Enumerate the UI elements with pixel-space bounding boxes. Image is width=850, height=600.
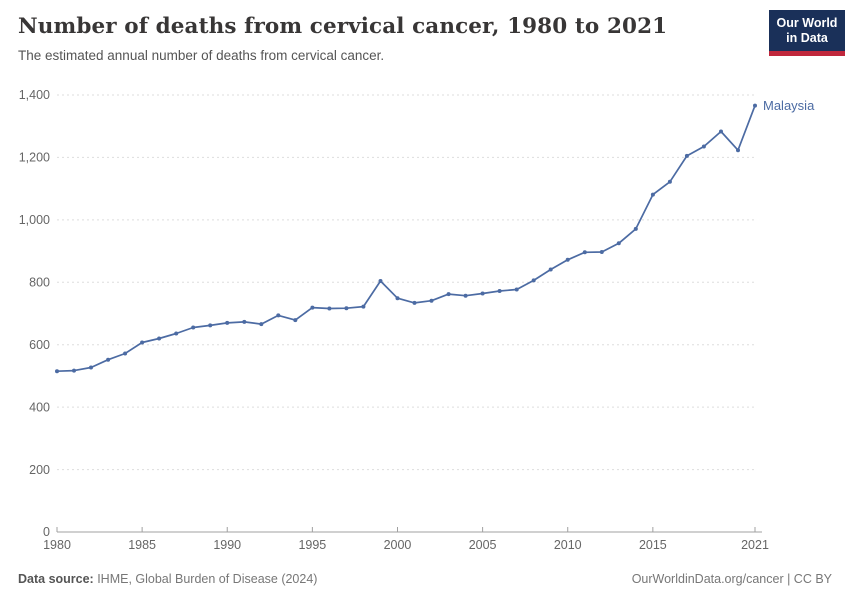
y-tick-label: 1,400 [19, 88, 50, 102]
page-subtitle: The estimated annual number of deaths fr… [18, 47, 385, 63]
data-point[interactable] [429, 298, 434, 303]
data-point[interactable] [259, 322, 264, 327]
x-tick-label: 1980 [43, 538, 71, 552]
license-link[interactable]: OurWorldinData.org/cancer | CC BY [631, 572, 832, 586]
data-point[interactable] [480, 291, 485, 296]
data-point[interactable] [719, 129, 723, 134]
y-tick-label: 400 [29, 400, 50, 414]
y-tick-label: 600 [29, 338, 50, 352]
data-point[interactable] [310, 305, 315, 310]
series-line [56, 105, 756, 373]
data-point[interactable] [361, 304, 366, 309]
y-axis-tick-labels: 0 200 400 600 800 1,000 1,200 1,400 [19, 88, 50, 539]
owid-logo-box: Our World in Data [769, 10, 845, 51]
data-point[interactable] [174, 331, 179, 336]
data-source-text: IHME, Global Burden of Disease (2024) [93, 572, 318, 586]
data-point[interactable] [599, 250, 604, 254]
data-point[interactable] [633, 226, 638, 231]
chart-header: Number of deaths from cervical cancer, 1… [18, 14, 758, 63]
page-title: Number of deaths from cervical cancer, 1… [18, 14, 668, 39]
entity-label[interactable]: Malaysia [763, 98, 815, 113]
data-point[interactable] [106, 357, 111, 362]
y-tick-label: 1,200 [19, 151, 50, 165]
data-point[interactable] [753, 103, 757, 108]
data-point[interactable] [55, 369, 59, 374]
chart-canvas[interactable]: 0 200 400 600 800 1,000 1,200 1,400 1980 1985 1990… [0, 83, 850, 563]
data-point[interactable] [72, 368, 76, 373]
data-point[interactable] [650, 192, 655, 197]
owid-logo-line1: Our World [776, 16, 838, 30]
data-point[interactable] [191, 325, 196, 330]
x-tick-label: 2005 [469, 538, 497, 552]
data-point[interactable] [497, 289, 502, 293]
data-point[interactable] [616, 241, 621, 246]
series-markers[interactable] [55, 103, 757, 374]
line-chart-area[interactable]: 0 200 400 600 800 1,000 1,200 1,400 1980 1985 1990… [0, 83, 850, 563]
data-point[interactable] [667, 179, 672, 184]
owid-logo-accent-strip [769, 50, 845, 56]
data-point[interactable] [736, 148, 740, 153]
data-point[interactable] [582, 250, 587, 255]
data-point[interactable] [344, 306, 349, 311]
data-point[interactable] [157, 336, 162, 341]
data-point[interactable] [225, 320, 230, 325]
x-tick-label: 2010 [554, 538, 582, 552]
data-point[interactable] [565, 257, 570, 262]
data-point[interactable] [701, 144, 706, 149]
data-point[interactable] [140, 340, 145, 345]
x-tick-label: 1990 [213, 538, 241, 552]
data-point[interactable] [395, 296, 400, 301]
data-point[interactable] [123, 351, 128, 356]
data-point[interactable] [242, 319, 247, 324]
data-source-label: Data source: [18, 572, 94, 586]
owid-logo[interactable]: Our World in Data [769, 10, 845, 56]
y-tick-label: 1,000 [19, 213, 50, 227]
data-point[interactable] [327, 306, 332, 311]
gridlines [57, 94, 755, 471]
x-axis: 1980 1985 1990 1995 2000 2005 2010 2015 2021 [43, 527, 769, 552]
data-point[interactable] [89, 365, 93, 370]
data-point[interactable] [378, 279, 383, 283]
data-point[interactable] [531, 278, 536, 283]
data-point[interactable] [208, 323, 213, 328]
data-source-note: Data source: IHME, Global Burden of Dise… [18, 572, 317, 586]
data-point[interactable] [276, 313, 281, 318]
data-point[interactable] [684, 153, 689, 158]
data-point[interactable] [514, 287, 519, 292]
data-point[interactable] [548, 267, 553, 272]
data-point[interactable] [446, 292, 451, 297]
owid-logo-line2: in Data [786, 30, 828, 45]
data-point[interactable] [293, 318, 298, 323]
x-tick-label: 2015 [639, 538, 667, 552]
data-point[interactable] [412, 300, 417, 305]
y-tick-label: 0 [43, 525, 50, 539]
x-tick-label: 1985 [128, 538, 156, 552]
y-tick-label: 800 [29, 275, 50, 289]
x-tick-label: 2021 [741, 538, 769, 552]
x-tick-label: 1995 [298, 538, 326, 552]
chart-footer: Data source: IHME, Global Burden of Dise… [18, 572, 832, 586]
y-tick-label: 200 [29, 463, 50, 477]
x-tick-label: 2000 [384, 538, 412, 552]
data-point[interactable] [463, 293, 468, 298]
